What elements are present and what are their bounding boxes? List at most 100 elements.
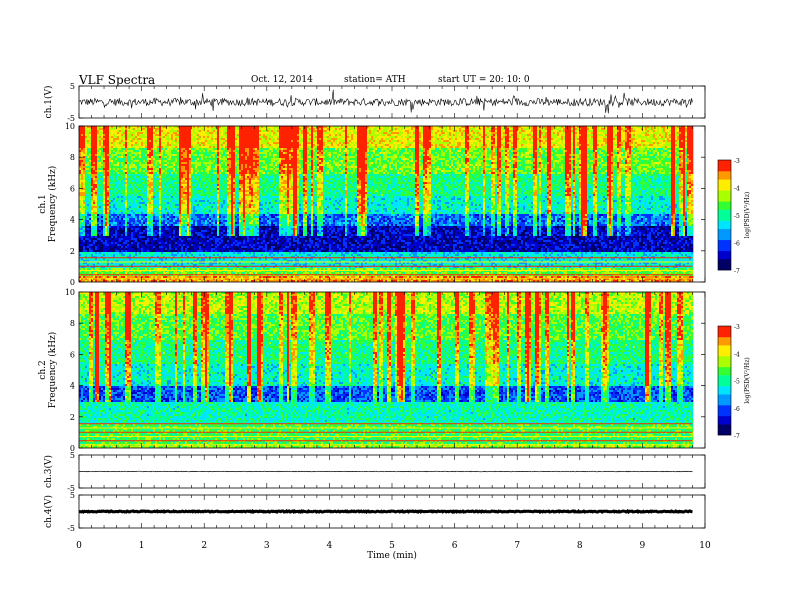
- ch1-spectrogram-cell: [465, 152, 467, 154]
- ch1-spectrogram-cell: [535, 128, 537, 130]
- ch1-spectrogram-cell: [99, 138, 101, 140]
- ch1-spectrogram-cell: [195, 138, 197, 140]
- ch1-spectrogram-cell: [451, 132, 453, 134]
- ch1-spectrogram-cell: [249, 144, 251, 146]
- ch1-spectrogram-cell: [261, 146, 263, 148]
- ch1-spectrogram-cell: [273, 134, 275, 136]
- ch1-spectrogram-cell: [529, 148, 531, 150]
- ch1-spectrogram-cell: [203, 138, 205, 140]
- ch1-spectrogram-cell: [481, 140, 483, 142]
- ch1-spectrogram-cell: [179, 144, 181, 146]
- ch1-spectrogram-cell: [409, 146, 411, 148]
- ch1-spectrogram-cell: [203, 140, 205, 142]
- ch1-spectrogram-cell: [385, 136, 387, 138]
- ch1-spectrogram-cell: [377, 152, 379, 154]
- ch1-spectrogram-cell: [271, 144, 273, 146]
- ch1-spectrogram-cell: [465, 148, 467, 150]
- ch1-spectrogram-cell: [143, 154, 145, 156]
- ch1-spectrogram-cell: [127, 154, 129, 156]
- ch1-spectrogram-cell: [645, 140, 647, 142]
- ch1-spectrogram-cell: [657, 128, 659, 130]
- ch1-spectrogram-cell: [453, 138, 455, 140]
- ch1-spectrogram-cell: [499, 142, 501, 144]
- ch1-spectrogram-cell: [619, 156, 621, 158]
- ch1-spectrogram-cell: [569, 150, 571, 152]
- ch1-spectrogram-cell: [103, 156, 105, 158]
- ch1-spectrogram-cell: [493, 142, 495, 144]
- ch1-spectrogram-cell: [507, 134, 509, 136]
- ch1-spectrogram-cell: [401, 140, 403, 142]
- ch1-spectrogram-cell: [211, 140, 213, 142]
- ch1-spectrogram-cell: [341, 134, 343, 136]
- ch1-spectrogram-cell: [377, 128, 379, 130]
- ch1-spectrogram-cell: [457, 130, 459, 132]
- ch1-spectrogram-cell: [83, 150, 85, 152]
- ch1-spectrogram-cell: [299, 136, 301, 138]
- ch1-spectrogram-cell: [211, 152, 213, 154]
- ch1-spectrogram-cell: [329, 140, 331, 142]
- ch1-spectrogram-cell: [185, 138, 187, 140]
- ch1-spectrogram-cell: [505, 140, 507, 142]
- ch1-spectrogram-cell: [135, 136, 137, 138]
- ch1-spectrogram-cell: [353, 156, 355, 158]
- ch1-spectrogram-cell: [369, 148, 371, 150]
- ch1-spectrogram-cell: [633, 130, 635, 132]
- ch1-spectrogram-cell: [109, 152, 111, 154]
- ch1-spectrogram-cell: [661, 134, 663, 136]
- ch1-spectrogram-cell: [529, 134, 531, 136]
- ch1-spectrogram-cell: [641, 140, 643, 142]
- ch1-spectrogram-cell: [683, 148, 685, 150]
- ch1-spectrogram-cell: [423, 146, 425, 148]
- ch1-spectrogram-cell: [313, 132, 315, 134]
- ch1-spectrogram-cell: [553, 156, 555, 158]
- ch1-spectrogram-cell: [383, 142, 385, 144]
- ch1-spectrogram-cell: [691, 150, 693, 152]
- ch1-spectrogram-cell: [161, 140, 163, 142]
- ch1-spectrogram-cell: [495, 138, 497, 140]
- ch1-spectrogram-cell: [669, 128, 671, 130]
- ch1-spectrogram-cell: [177, 144, 179, 146]
- ch1-spectrogram-cell: [653, 140, 655, 142]
- ch1-spectrogram-cell: [433, 136, 435, 138]
- ch1-spectrogram-cell: [689, 144, 691, 146]
- ch1-spectrogram-cell: [339, 128, 341, 130]
- ch1-spectrogram-cell: [225, 152, 227, 154]
- ch1-spectrogram-cell: [607, 148, 609, 150]
- ch1-spectrogram-cell: [367, 134, 369, 136]
- ch1-spectrogram-cell: [95, 130, 97, 132]
- ch1-spectrogram-cell: [465, 146, 467, 148]
- ch1-spectrogram-cell: [455, 148, 457, 150]
- ch1-spectrogram-cell: [681, 130, 683, 132]
- ch1-spectrogram-cell: [429, 144, 431, 146]
- ch1-spectrogram-cell: [239, 136, 241, 138]
- ch1-spectrogram-cell: [631, 132, 633, 134]
- ch1-spectrogram-cell: [685, 130, 687, 132]
- ch1-spectrogram-cell: [119, 146, 121, 148]
- ch1-spectrogram-cell: [275, 140, 277, 142]
- ch1-spectrogram-cell: [147, 154, 149, 156]
- ch1-spectrogram-cell: [553, 144, 555, 146]
- ch1-spectrogram-cell: [199, 156, 201, 158]
- ch1-spectrogram-cell: [387, 140, 389, 142]
- ch1-spectrogram-cell: [95, 132, 97, 134]
- ch1-spectrogram-cell: [137, 130, 139, 132]
- ch1-spectrogram-cell: [417, 148, 419, 150]
- ch1-spectrogram-cell: [379, 148, 381, 150]
- ch1-spectrogram-cell: [643, 130, 645, 132]
- ch1-spectrogram-cell: [485, 134, 487, 136]
- ch1-spectrogram-cell: [381, 138, 383, 140]
- ch1-spectrogram-cell: [275, 128, 277, 130]
- ch1-spectrogram-cell: [307, 136, 309, 138]
- ch1-spectrogram-cell: [475, 128, 477, 130]
- ch1-spectrogram-cell: [109, 156, 111, 158]
- ch1-spectrogram-cell: [131, 140, 133, 142]
- ch1-spectrogram-cell: [107, 134, 109, 136]
- ch1-spectrogram-cell: [113, 138, 115, 140]
- ch1-spectrogram-cell: [555, 128, 557, 130]
- ch1-spectrogram-cell: [597, 150, 599, 152]
- ch1-spectrogram-cell: [437, 148, 439, 150]
- ch1-spectrogram-cell: [581, 150, 583, 152]
- ch1-spectrogram-cell: [629, 142, 631, 144]
- ch1-spectrogram-cell: [455, 154, 457, 156]
- ch1-spectrogram-cell: [361, 146, 363, 148]
